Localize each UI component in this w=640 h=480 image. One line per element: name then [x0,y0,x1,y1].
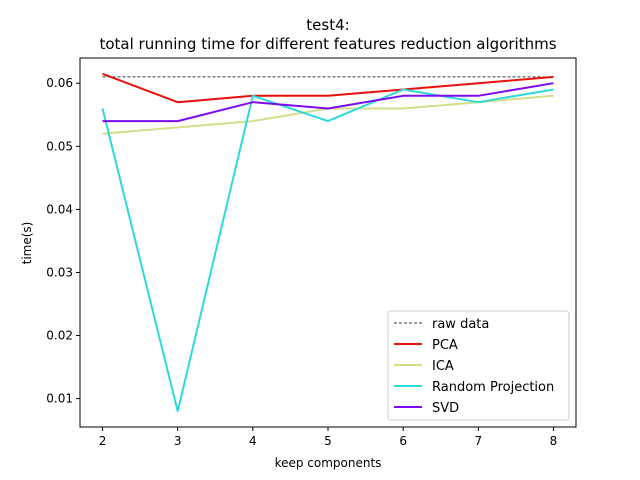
y-tick-label: 0.06 [46,76,73,90]
x-tick-label: 8 [550,434,558,448]
y-tick-label: 0.03 [46,265,73,279]
x-tick-label: 3 [174,434,182,448]
x-axis-ticks: 2 3 4 5 6 7 8 [99,427,558,448]
y-axis-ticks: 0.01 0.02 0.03 0.04 0.05 0.06 [46,76,80,406]
x-tick-label: 2 [99,434,107,448]
legend: raw data PCA ICA Random Projection SVD [387,310,570,421]
chart-title: test4: [306,16,349,34]
x-tick-label: 6 [399,434,407,448]
chart-subtitle: total running time for different feature… [99,35,556,53]
legend-label: PCA [432,338,458,353]
y-tick-label: 0.01 [46,392,73,406]
series-line-svd [102,82,554,123]
x-tick-label: 4 [249,434,257,448]
y-tick-label: 0.04 [46,202,73,216]
x-tick-label: 5 [324,434,332,448]
x-axis-label: keep components [275,456,382,470]
series-line-random-projection [101,88,554,413]
y-axis-label: time(s) [20,222,34,265]
series-layer [101,72,554,413]
legend-label: raw data [432,317,489,332]
legend-label: ICA [432,359,454,374]
series-line-pca [102,72,554,104]
legend-label: SVD [432,401,459,416]
y-tick-label: 0.02 [46,329,73,343]
y-tick-label: 0.05 [46,139,73,153]
x-tick-label: 7 [474,434,482,448]
legend-box [387,310,570,421]
legend-label: Random Projection [432,380,554,395]
